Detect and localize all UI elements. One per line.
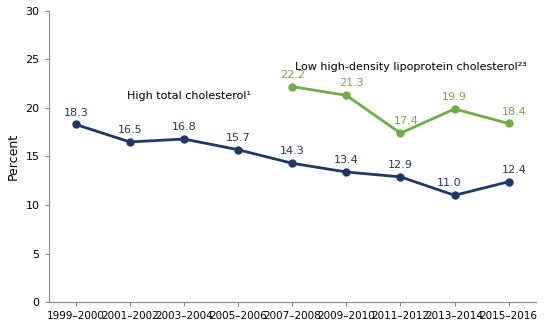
Text: Low high-density lipoprotein cholesterol²³: Low high-density lipoprotein cholesterol… [295,62,527,72]
Text: 12.4: 12.4 [502,165,527,175]
Text: 16.5: 16.5 [118,125,142,135]
Text: 19.9: 19.9 [442,92,467,102]
Text: 15.7: 15.7 [226,133,250,143]
Text: 12.9: 12.9 [388,160,413,170]
Y-axis label: Percent: Percent [7,133,20,180]
Text: 18.4: 18.4 [502,107,527,116]
Text: 18.3: 18.3 [63,108,88,117]
Text: High total cholesterol¹: High total cholesterol¹ [127,91,251,101]
Text: 13.4: 13.4 [334,155,359,165]
Text: 16.8: 16.8 [171,122,197,132]
Text: 11.0: 11.0 [437,178,461,188]
Text: 17.4: 17.4 [394,116,418,126]
Text: 14.3: 14.3 [280,146,305,156]
Text: 22.2: 22.2 [279,70,305,80]
Text: 21.3: 21.3 [339,78,364,89]
